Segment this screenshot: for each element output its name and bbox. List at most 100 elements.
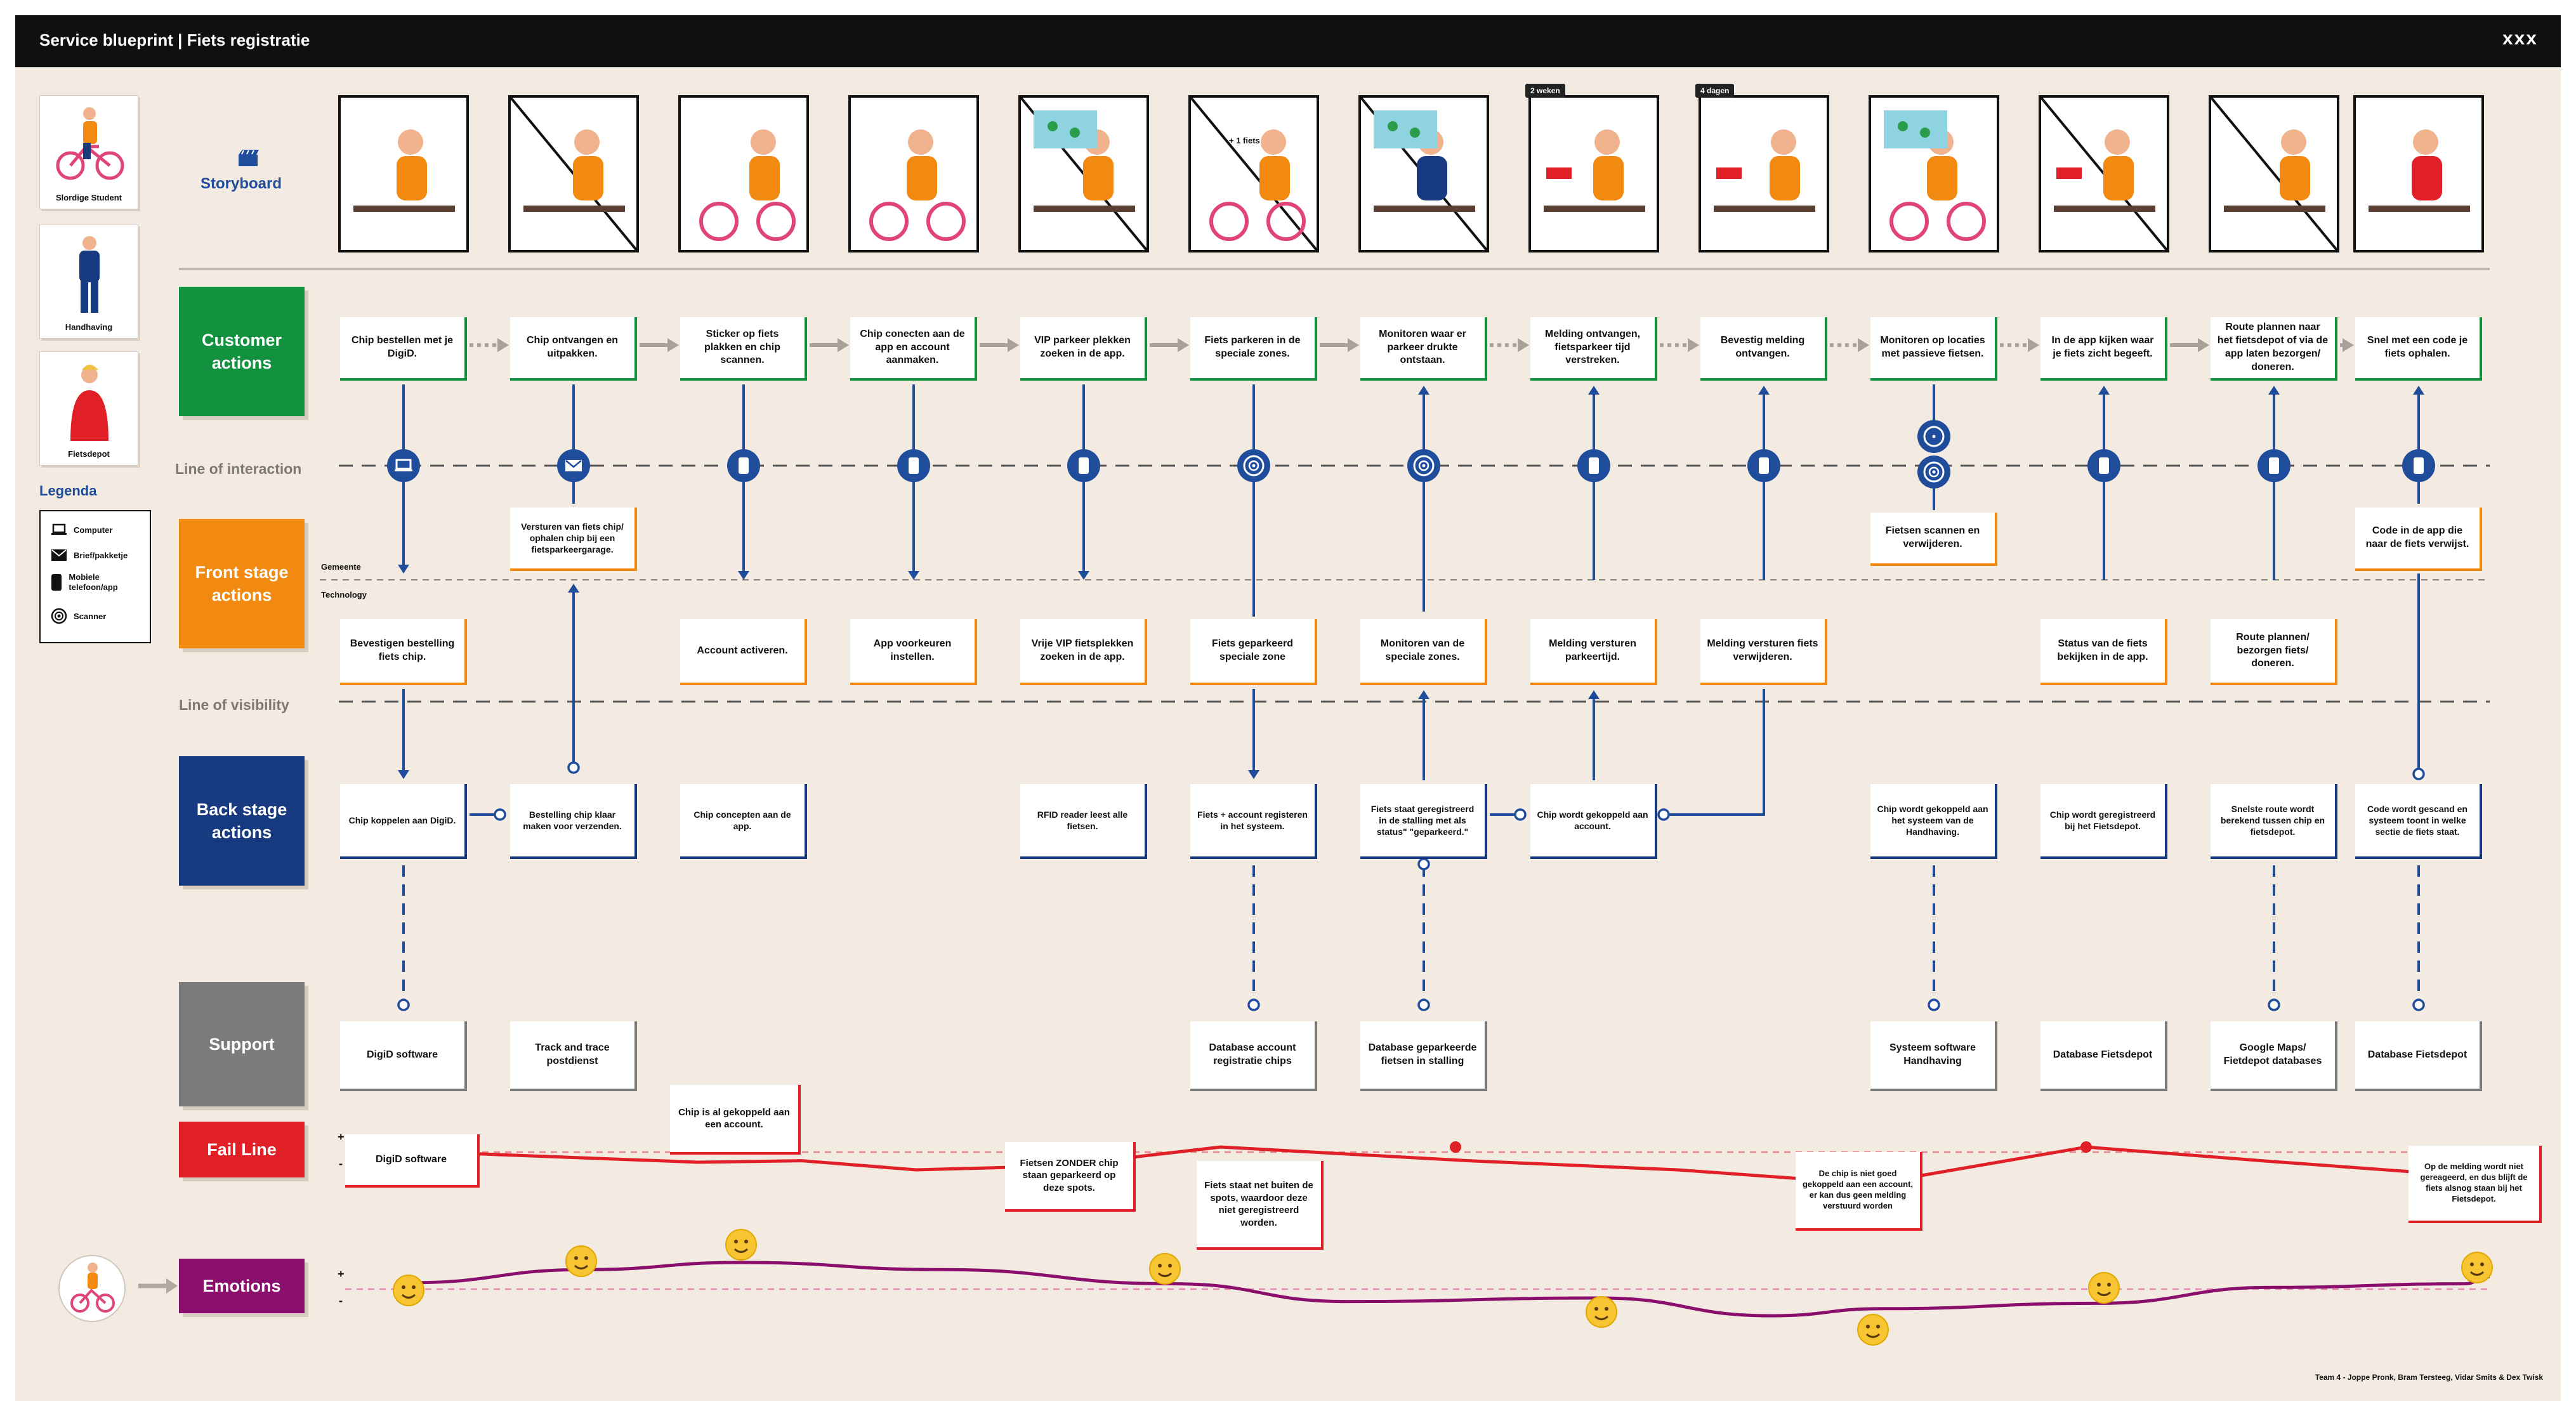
legend-item-phone: Mobiele telefoon/app (51, 572, 127, 592)
phone-icon (2087, 449, 2120, 482)
storyboard-illustration (1714, 129, 1815, 212)
customer-action-card: In de app kijken waar je fiets zicht beg… (2040, 317, 2167, 381)
storyboard-illustration (869, 129, 966, 241)
phone-icon (1917, 420, 1950, 453)
front-stage-card: Fietsen scannen en verwijderen. (1870, 513, 1997, 566)
envelope-icon (51, 547, 67, 563)
support-card: Track and trace postdienst (510, 1021, 637, 1091)
storyboard-frame (1528, 95, 1659, 252)
lane-front-stage: Front stage actions (179, 519, 305, 648)
customer-action-card: Fiets parkeren in de speciale zones. (1190, 317, 1317, 381)
storyboard-label: Storyboard (200, 175, 282, 192)
connector-layer (179, 268, 2493, 1346)
front-stage-card: Route plannen/ bezorgen fiets/ doneren. (2211, 619, 2337, 685)
storyboard-illustration (511, 98, 636, 250)
storyboard-frame: + 1 fiets (1188, 95, 1319, 252)
back-stage-card: Chip wordt gekoppeld aan het systeem van… (1870, 784, 1997, 859)
fail-note-card: Fietsen ZONDER chip staan geparkeerd op … (1005, 1142, 1136, 1212)
fail-plus: + (338, 1131, 345, 1143)
storyboard-illustration (2041, 98, 2167, 250)
laptop-icon (387, 449, 420, 482)
customer-action-card: VIP parkeer plekken zoeken in de app. (1020, 317, 1147, 381)
storyboard-illustration (1021, 98, 1147, 250)
front-stage-card: Versturen van fiets chip/ ophalen chip b… (510, 508, 637, 571)
front-stage-card: Vrije VIP fietsplekken zoeken in de app. (1020, 619, 1147, 685)
storyboard-illustration (1361, 98, 1487, 250)
student-cyclist-icon (56, 107, 124, 180)
back-stage-card: Fiets staat geregistreerd in de stalling… (1360, 784, 1487, 859)
legend-label: Brief/pakketje (74, 550, 128, 560)
persona-fietsdepot: Fietsdepot (39, 351, 138, 466)
storyboard-illustration (2211, 98, 2337, 250)
back-stage-card: Snelste route wordt berekend tussen chip… (2211, 784, 2337, 859)
storyboard-illustration (699, 129, 796, 241)
phone-icon (1577, 449, 1610, 482)
back-stage-card: Chip concepten aan de app. (680, 784, 807, 859)
emoji-dizzy-icon (1586, 1296, 1617, 1328)
storyboard-illustration (353, 129, 455, 212)
fail-point (1450, 1141, 1461, 1153)
scanner-icon (1237, 449, 1270, 482)
lane-fail-line: Fail Line (179, 1122, 305, 1177)
line-of-interaction-label: Line of interaction (175, 461, 302, 477)
emotion-persona-avatar (58, 1255, 126, 1322)
back-stage-card: Chip wordt gekoppeld aan account. (1530, 784, 1657, 859)
customer-action-card: Chip bestellen met je DigiD. (340, 317, 467, 381)
depot-worker-icon (70, 365, 108, 441)
customer-action-card: Bevestig melding ontvangen. (1700, 317, 1827, 381)
persona-slordige-student: Slordige Student (39, 95, 138, 209)
customer-action-card: Monitoren op locaties met passieve fiets… (1870, 317, 1997, 381)
emoji-grin-icon (725, 1229, 757, 1261)
customer-action-card: Snel met een code je fiets ophalen. (2355, 317, 2482, 381)
storyboard-frame (338, 95, 469, 252)
phone-icon (897, 449, 930, 482)
storyboard-illustration (2369, 129, 2470, 212)
customer-action-card: Sticker op fiets plakken en chip scannen… (680, 317, 807, 381)
close-button[interactable]: xxx (2502, 28, 2538, 49)
back-stage-card: Bestelling chip klaar maken voor verzend… (510, 784, 637, 859)
fail-note-card: DigiD software (345, 1134, 480, 1188)
storyboard-frame (2353, 95, 2484, 252)
scanner-icon (1407, 449, 1440, 482)
timer-badge: 4 dagen (1695, 84, 1735, 98)
support-card: Database Fietsdepot (2355, 1021, 2482, 1091)
support-card: Database account registratie chips (1190, 1021, 1317, 1091)
storyboard-frame (1018, 95, 1149, 252)
lane-back-stage: Back stage actions (179, 756, 305, 886)
fail-minus: - (339, 1157, 343, 1170)
persona-label: Fietsdepot (68, 449, 110, 459)
front-stage-card: Melding versturen fiets verwijderen. (1700, 619, 1827, 685)
legend-label: Computer (74, 525, 113, 535)
emoji-monocle-icon (2088, 1272, 2120, 1304)
fail-note-card: De chip is niet goed gekoppeld aan een a… (1796, 1152, 1922, 1231)
gemeente-label: Gemeente (321, 562, 361, 572)
scanner-icon (1917, 456, 1950, 488)
storyboard-frame (1358, 95, 1489, 252)
storyboard-illustration (1544, 129, 1645, 212)
back-stage-card: Fiets + account registeren in het systee… (1190, 784, 1317, 859)
clapperboard-icon (239, 150, 259, 166)
fail-note-card: Op de melding wordt niet gereageerd, en … (2408, 1146, 2542, 1223)
arrow-icon (138, 1278, 178, 1294)
storyboard-frame (2209, 95, 2339, 252)
back-stage-card: Chip wordt geregistreerd bij het Fietsde… (2040, 784, 2167, 859)
emoji-smile-icon (565, 1245, 597, 1277)
front-stage-card: Fiets geparkeerd speciale zone (1190, 619, 1317, 685)
fail-point (2080, 1141, 2092, 1153)
phone-icon (51, 574, 62, 591)
storyboard-frame (1869, 95, 1999, 252)
emotion-minus: - (339, 1294, 343, 1307)
persona-handhaving: Handhaving (39, 225, 138, 339)
storyboard-frame (2039, 95, 2169, 252)
lane-customer-actions: Customer actions (179, 287, 305, 416)
storyboard-frame (1699, 95, 1829, 252)
phone-icon (1747, 449, 1780, 482)
customer-action-card: Monitoren waar er parkeer drukte ontstaa… (1360, 317, 1487, 381)
back-stage-card: Code wordt gescand en systeem toont in w… (2355, 784, 2482, 859)
fail-note-card: Chip is al gekoppeld aan een account. (670, 1085, 801, 1155)
front-stage-card: Status van de fiets bekijken in de app. (2040, 619, 2167, 685)
page-title: Service blueprint | Fiets registratie (39, 30, 310, 49)
emoji-dizzy-icon (1857, 1314, 1889, 1346)
front-stage-card: App voorkeuren instellen. (850, 619, 977, 685)
phone-icon (727, 449, 760, 482)
